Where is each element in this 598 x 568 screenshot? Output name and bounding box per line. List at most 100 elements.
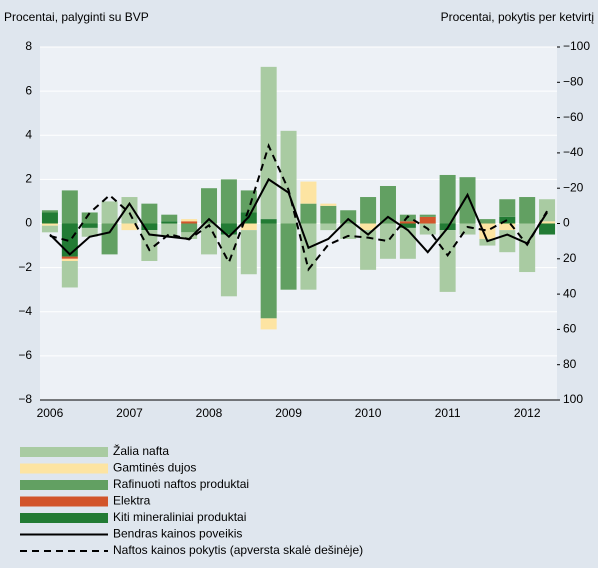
bar-segment bbox=[419, 214, 436, 217]
y2-tick-label: 60 bbox=[563, 322, 577, 336]
legend-label: Elektra bbox=[113, 494, 151, 508]
bar-segment bbox=[141, 230, 158, 262]
bar-segment bbox=[360, 223, 377, 231]
y2-tick-label: 40 bbox=[563, 286, 577, 300]
bar-segment bbox=[479, 219, 496, 224]
bar-segment bbox=[121, 223, 138, 231]
y2-tick-label: −40 bbox=[563, 145, 584, 159]
bar-segment bbox=[161, 223, 178, 237]
y2-tick-label: 80 bbox=[563, 357, 577, 371]
bar-segment bbox=[181, 232, 198, 239]
x-tick-label: 2011 bbox=[435, 406, 461, 420]
bar-segment bbox=[340, 223, 357, 239]
y-axis-title: Procentai, palyginti su BVP bbox=[4, 10, 149, 24]
y2-axis-title: Procentai, pokytis per ketvirtį bbox=[441, 10, 595, 24]
bar-segment bbox=[260, 223, 277, 319]
y-tick-label: 6 bbox=[25, 83, 32, 97]
y-tick-label: 2 bbox=[25, 172, 32, 186]
bar-segment bbox=[181, 221, 198, 224]
bar-segment bbox=[260, 318, 277, 330]
bar-segment bbox=[121, 197, 138, 224]
bar-segment bbox=[499, 199, 516, 217]
bar-segment bbox=[539, 221, 556, 224]
y-tick-label: −2 bbox=[18, 260, 32, 274]
bar-segment bbox=[499, 216, 516, 224]
y-tick-label: 0 bbox=[25, 216, 32, 230]
bar-segment bbox=[61, 258, 78, 262]
bar-segment bbox=[181, 223, 198, 233]
bar-segment bbox=[240, 230, 257, 275]
y2-tick-label: −80 bbox=[563, 74, 584, 88]
x-tick-label: 2007 bbox=[116, 406, 143, 420]
bar-segment bbox=[41, 212, 58, 224]
bar-segment bbox=[240, 223, 257, 231]
legend-label: Žalia nafta bbox=[113, 443, 169, 458]
bar-segment bbox=[260, 66, 277, 220]
bar-segment bbox=[280, 130, 297, 224]
bar-segment bbox=[399, 223, 416, 228]
bar-segment bbox=[41, 210, 58, 213]
bar-segment bbox=[519, 197, 536, 224]
bar-segment bbox=[300, 203, 317, 224]
x-tick-label: 2008 bbox=[196, 406, 223, 420]
bar-segment bbox=[81, 227, 98, 237]
bar-segment bbox=[260, 219, 277, 224]
y2-tick-label: 100 bbox=[563, 392, 583, 406]
legend-label: Kiti mineraliniai produktai bbox=[113, 510, 246, 524]
y-tick-label: 4 bbox=[25, 127, 32, 141]
bar-segment bbox=[220, 223, 237, 235]
legend-swatch bbox=[20, 480, 108, 490]
y2-tick-label: −100 bbox=[563, 39, 590, 53]
bar-segment bbox=[360, 197, 377, 224]
legend-swatch bbox=[20, 463, 108, 474]
bar-segment bbox=[220, 234, 237, 297]
y-tick-label: −8 bbox=[18, 392, 32, 406]
bar-segment bbox=[379, 223, 396, 259]
bar-segment bbox=[519, 223, 536, 273]
y2-tick-label: −60 bbox=[563, 110, 584, 124]
bar-segment bbox=[399, 227, 416, 259]
bar-segment bbox=[81, 212, 98, 224]
bar-segment bbox=[399, 221, 416, 224]
line-series bbox=[49, 143, 548, 272]
y2-tick-label: −20 bbox=[563, 180, 584, 194]
y2-tick-label: 0 bbox=[563, 216, 570, 230]
bar-segment bbox=[101, 201, 118, 224]
bar-segment bbox=[240, 190, 257, 213]
bar-segment bbox=[300, 181, 317, 204]
y-tick-label: 8 bbox=[25, 39, 32, 53]
legend-label: Rafinuoti naftos produktai bbox=[113, 477, 249, 491]
legend-swatch bbox=[20, 513, 108, 523]
bar-segment bbox=[340, 210, 357, 224]
x-tick-label: 2012 bbox=[514, 406, 541, 420]
y-tick-label: −4 bbox=[18, 304, 32, 318]
legend-label: Naftos kainos pokytis (apversta skalė de… bbox=[113, 543, 363, 557]
bar-segment bbox=[439, 230, 456, 292]
bar-segment bbox=[479, 238, 496, 246]
bar-segment bbox=[141, 223, 158, 231]
bar-segment bbox=[41, 225, 58, 233]
y-tick-label: −6 bbox=[18, 348, 32, 362]
bar-segment bbox=[141, 203, 158, 224]
bar-segment bbox=[360, 230, 377, 270]
y2-tick-label: 20 bbox=[563, 251, 577, 265]
bar-segment bbox=[81, 223, 98, 228]
bar-segment bbox=[201, 188, 218, 224]
bar-segment bbox=[539, 223, 556, 235]
bar-segment bbox=[439, 174, 456, 224]
x-tick-label: 2006 bbox=[37, 406, 64, 420]
bar-segment bbox=[320, 203, 337, 206]
bar-segment bbox=[499, 230, 516, 253]
bar-segment bbox=[61, 256, 78, 259]
bar-segment bbox=[320, 205, 337, 224]
bar-segment bbox=[499, 223, 516, 231]
legend-swatch bbox=[20, 496, 108, 507]
x-tick-label: 2009 bbox=[275, 406, 302, 420]
bar-segment bbox=[161, 214, 178, 222]
bar-segment bbox=[280, 223, 297, 290]
line-series bbox=[49, 177, 548, 256]
legend-label: Bendras kainos poveikis bbox=[113, 527, 242, 541]
bar-segment bbox=[61, 190, 78, 224]
bar-segment bbox=[539, 199, 556, 222]
